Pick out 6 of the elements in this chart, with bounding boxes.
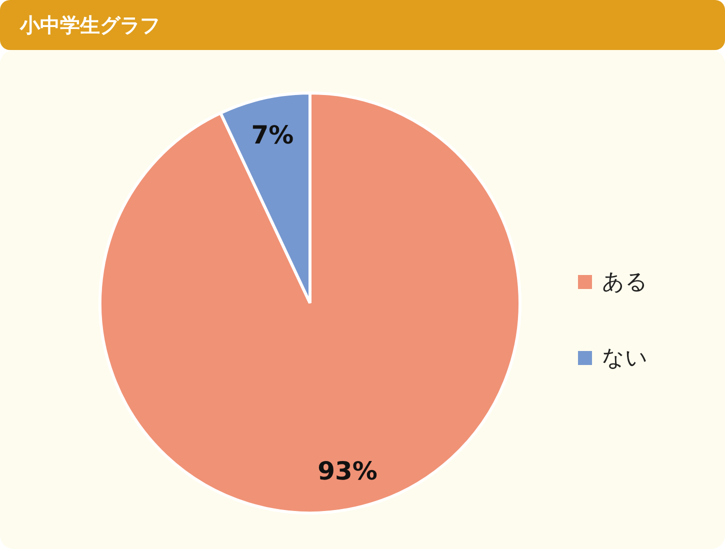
legend-label: ある [602,269,648,297]
data-label: 7% [251,120,294,150]
pie-slice [98,92,522,514]
data-label: 93% [318,456,378,486]
legend-label: ない [602,345,648,373]
chart-title: 小中学生グラフ [0,0,725,50]
